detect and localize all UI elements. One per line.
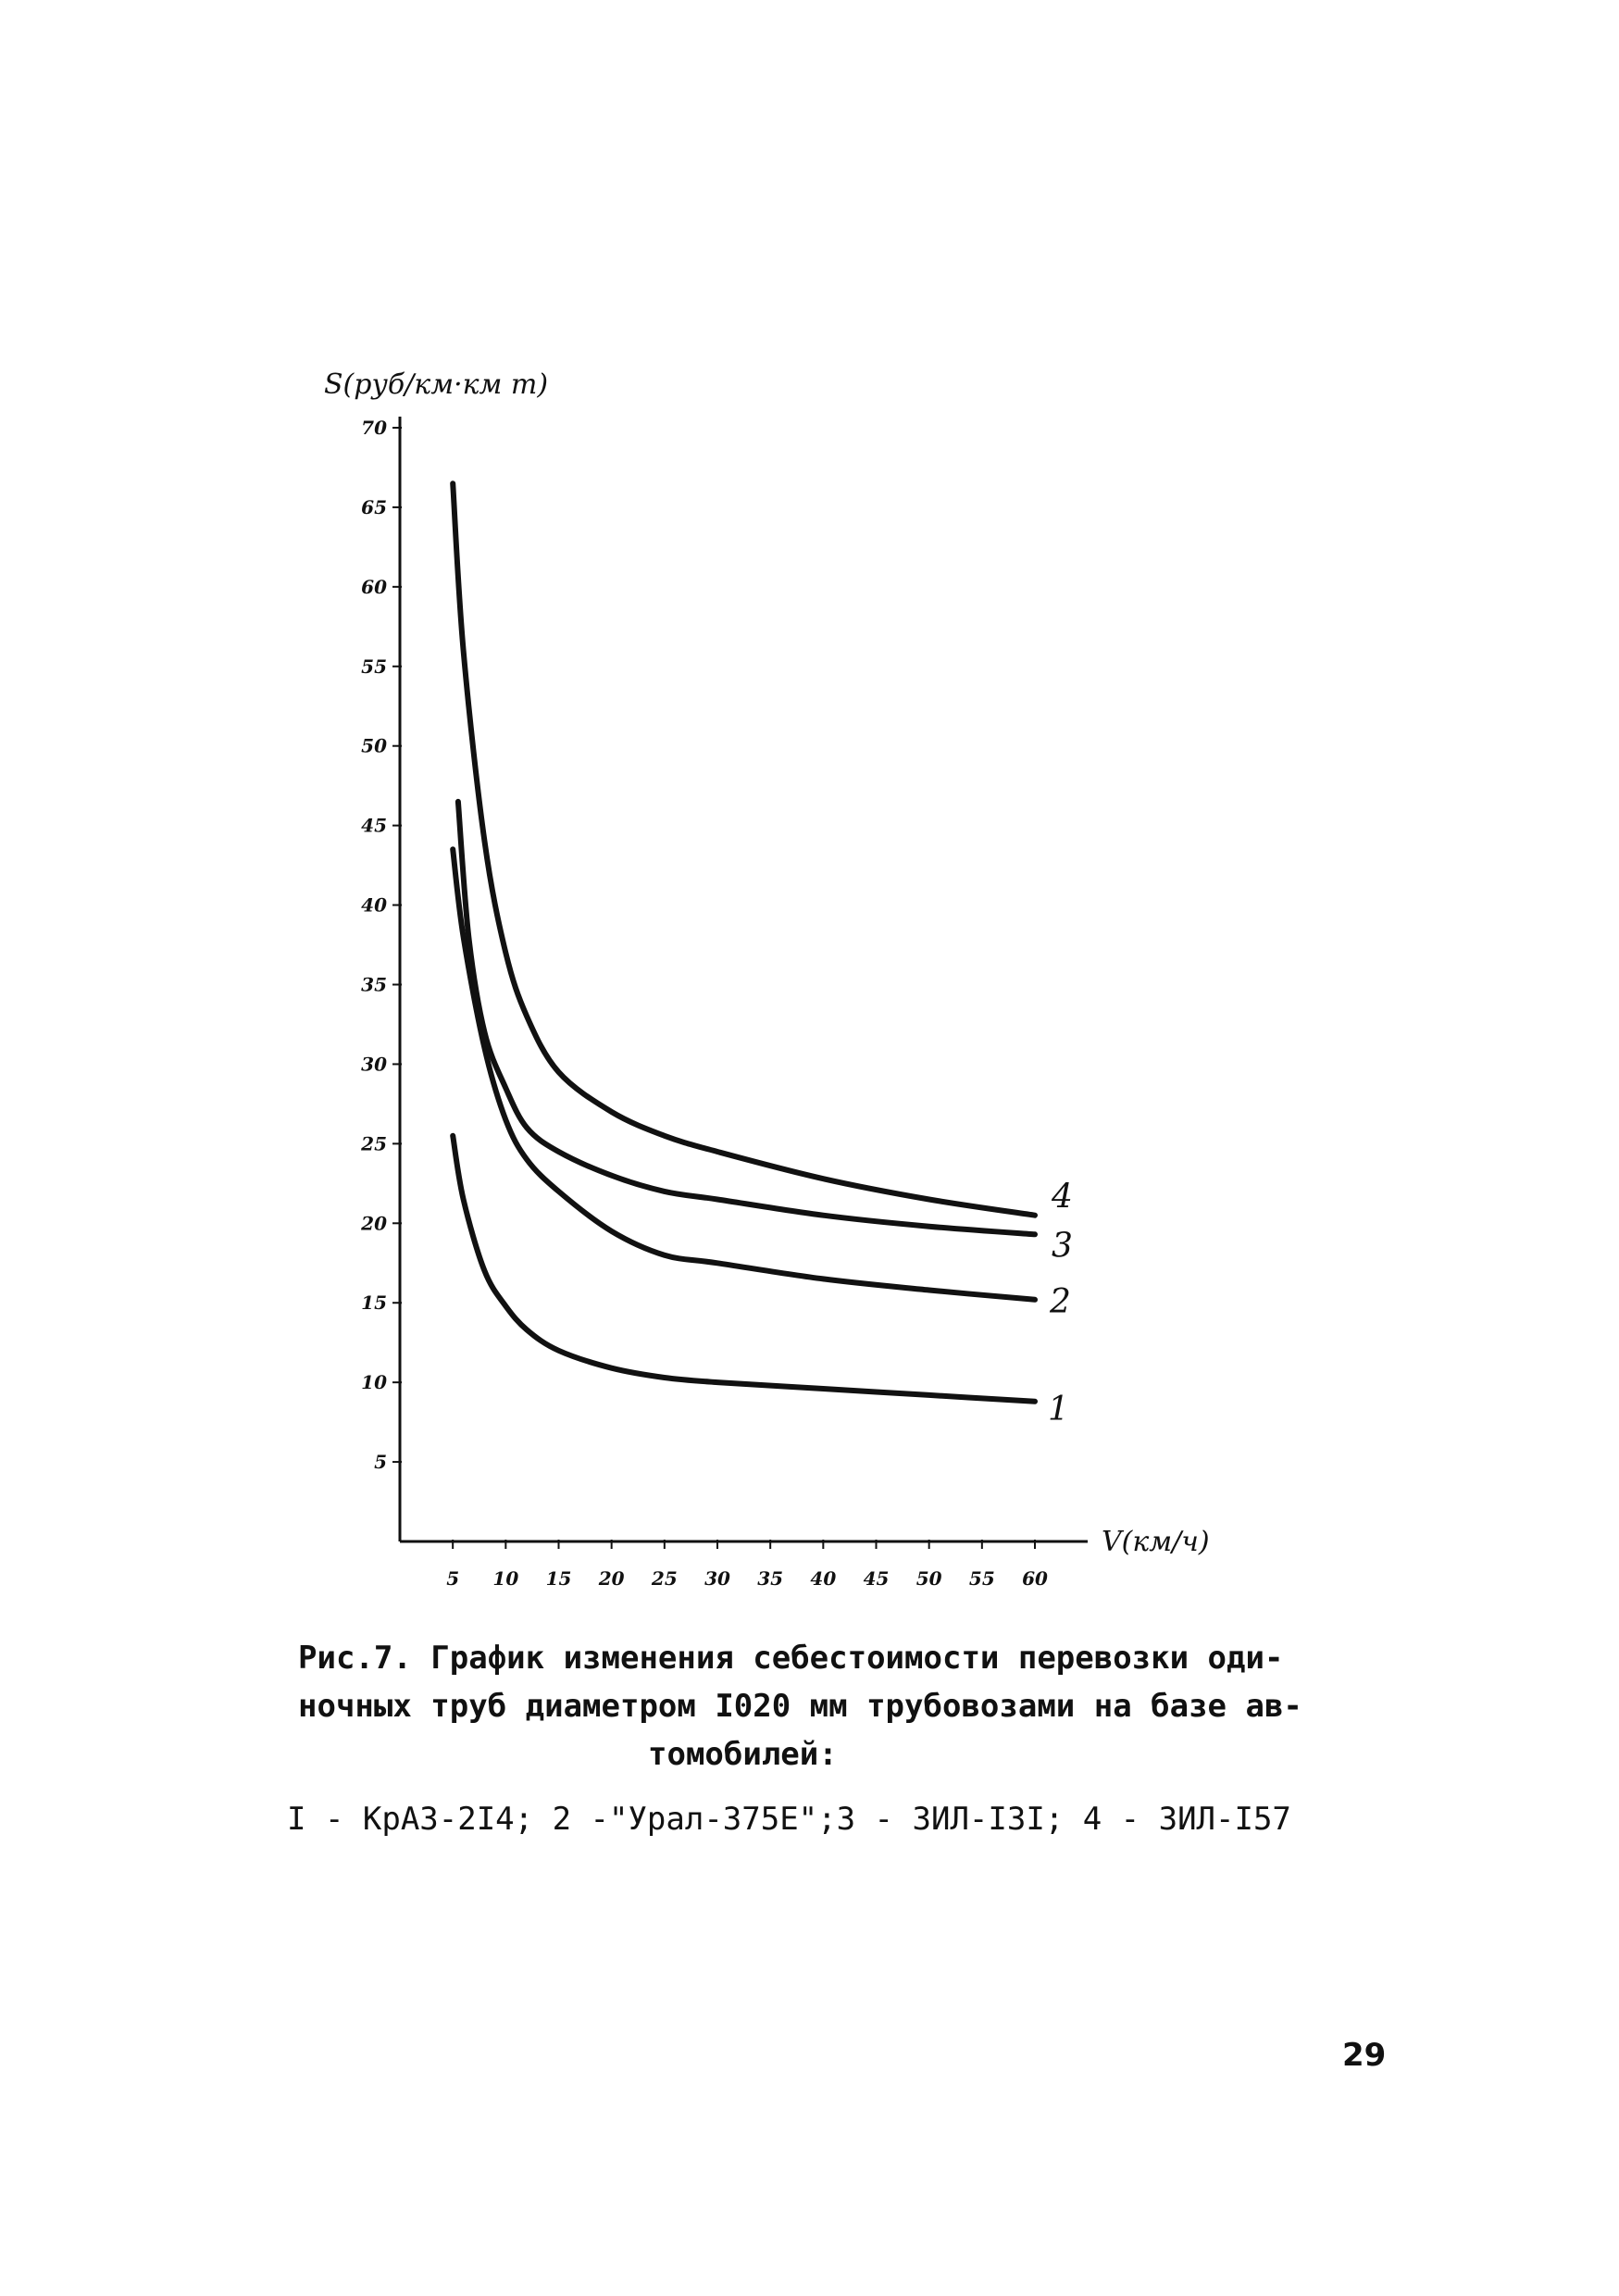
x-tick-label: 10: [492, 1567, 518, 1590]
series-4-line: [450, 480, 1038, 1218]
y-tick-label: 35: [361, 974, 387, 996]
x-tick-label: 60: [1022, 1567, 1048, 1590]
chart-curves: [450, 480, 1038, 1404]
y-tick-label: 60: [361, 576, 387, 598]
series-2-label: 2: [1049, 1283, 1071, 1321]
y-tick-label: 65: [361, 496, 387, 518]
x-tick-label: 15: [546, 1567, 572, 1590]
series-4-label: 4: [1051, 1179, 1073, 1217]
caption-line-2: ночных труб диаметром I020 мм трубовозам…: [298, 1688, 1302, 1725]
y-tick-label: 55: [361, 655, 387, 678]
x-tick-label: 35: [757, 1567, 783, 1590]
series-2-line: [450, 846, 1038, 1303]
figure-caption: Рис.7. График изменения себестоимости пе…: [278, 1634, 1342, 1778]
series-3-line: [455, 798, 1038, 1238]
y-tick-label: 70: [361, 417, 387, 439]
y-tick-label: 25: [360, 1132, 387, 1154]
x-tick-label: 5: [446, 1567, 459, 1590]
y-tick-label: 40: [361, 894, 387, 917]
chart-ticks: 5 10 15 20 25 30 35 40 45 50 55 60 65 70 5 10 15 20 25 30 35…: [360, 417, 1048, 1590]
chart-axes: [398, 417, 1088, 1543]
chart-labels: S(руб/км·км т) V(км/ч) 1 2 3 4: [324, 368, 1210, 1558]
y-axis-label: S(руб/км·км т): [324, 368, 548, 401]
x-tick-label: 20: [598, 1567, 625, 1590]
y-tick-label: 45: [361, 815, 387, 837]
y-tick-label: 30: [361, 1053, 387, 1075]
series-1-line: [450, 1132, 1038, 1404]
caption-line-1: Рис.7. График изменения себестоимости пе…: [298, 1640, 1284, 1677]
y-tick-label: 15: [361, 1292, 387, 1314]
x-tick-label: 25: [651, 1567, 678, 1590]
series-3-label: 3: [1052, 1227, 1073, 1265]
x-axis-label: V(км/ч): [1102, 1526, 1210, 1558]
x-tick-label: 55: [969, 1567, 995, 1590]
y-tick-label: 5: [374, 1451, 387, 1473]
page-number: 29: [1342, 2037, 1387, 2074]
y-tick-label: 50: [361, 735, 387, 757]
x-tick-label: 50: [916, 1567, 942, 1590]
caption-line-3: томобилей:: [648, 1736, 838, 1773]
x-tick-label: 30: [704, 1567, 730, 1590]
y-tick-label: 20: [360, 1212, 387, 1234]
x-tick-label: 45: [864, 1567, 890, 1590]
figure-legend: I - КрАЗ-2I4; 2 -"Урал-375Е";3 - ЗИЛ-I3I…: [287, 1801, 1291, 1838]
series-1-label: 1: [1048, 1391, 1069, 1429]
y-tick-label: 10: [361, 1371, 387, 1393]
x-tick-label: 40: [810, 1567, 836, 1590]
